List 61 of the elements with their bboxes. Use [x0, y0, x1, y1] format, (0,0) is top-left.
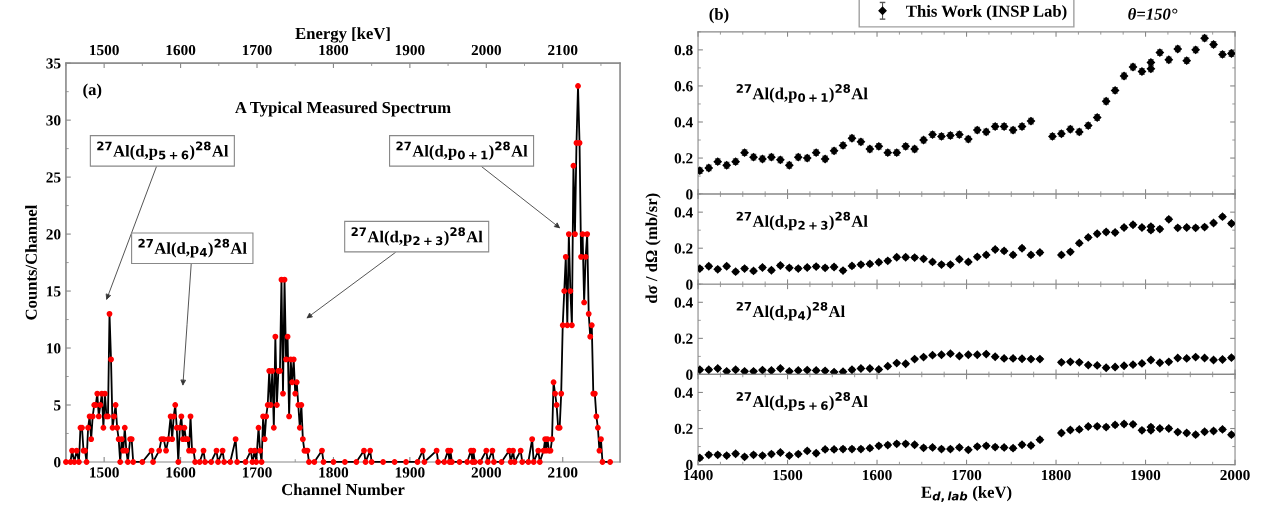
y-tick-label: 0.4 — [674, 297, 693, 308]
y-tick-label: 0.4 — [674, 117, 693, 128]
x-tick-label: 1800 — [1041, 469, 1071, 481]
x-tick-label: 2000 — [1220, 469, 1250, 481]
x2-axis-title: Energy [keV] — [295, 27, 390, 43]
x2-tick-label: 2100 — [548, 44, 578, 56]
annotation: $^{27}$Al(d,p$_{5+6}$)$^{28}$Al — [97, 141, 229, 161]
x-tick-label: 1400 — [683, 469, 713, 481]
text: $^{27}$Al(d,p$_{5+6}$)$^{28}$Al — [736, 392, 868, 411]
x-axis-title: E$_{d,lab}$ (keV) — [921, 486, 1012, 503]
text: A Typical Measured Spectrum — [235, 101, 451, 117]
annotation: $^{27}$Al(d,p$_{0+1}$)$^{28}$Al — [396, 141, 528, 161]
x2-tick-label: 1900 — [395, 44, 425, 56]
x2-tick-label: 2000 — [471, 44, 501, 56]
x-tick-label: 1500 — [773, 469, 803, 481]
y-tick-label: 20 — [46, 229, 61, 240]
annotation: $^{27}$Al(d,p$_{2+3}$)$^{28}$Al — [351, 227, 483, 246]
text: (b) — [709, 8, 729, 24]
y-tick-label: 5 — [54, 400, 61, 411]
text: $^{27}$Al(d,p$_{4}$)$^{28}$Al — [736, 301, 845, 321]
y-tick-label: 0.4 — [674, 387, 693, 398]
y-tick-label: 0 — [686, 459, 693, 471]
x2-tick-label: 1600 — [166, 44, 196, 56]
y-tick-label: 0.2 — [674, 153, 693, 164]
x-tick-label: 1900 — [395, 467, 425, 478]
y-tick-label: 0.2 — [674, 243, 693, 254]
y-tick-label: 35 — [46, 58, 61, 69]
y-tick-label: 0.6 — [674, 81, 693, 92]
y-tick-label: 0 — [686, 279, 693, 290]
y-axis-title: dσ / dΩ (mb/sr) — [645, 193, 661, 303]
text: θ=150° — [1128, 7, 1178, 20]
y-axis-title: Counts/Channel — [25, 204, 37, 320]
y-tick-label: 0.2 — [674, 333, 693, 344]
x-tick-label: 1600 — [862, 469, 892, 481]
x-tick-label: 1500 — [90, 467, 119, 478]
x-tick-label: 2000 — [471, 467, 501, 478]
x-tick-label: 1900 — [1131, 469, 1161, 481]
y-tick-label: 15 — [47, 286, 61, 297]
text: $^{27}$Al(d,p$_{2+3}$)$^{28}$Al — [736, 211, 868, 231]
annotation: (a) — [83, 83, 102, 99]
x2-tick-label: 1800 — [319, 44, 349, 56]
text: $^{27}$Al(d,p$_{0+1}$)$^{28}$Al — [736, 84, 868, 103]
x-tick-label: 1800 — [319, 467, 349, 478]
y-tick-label: 0.8 — [674, 45, 693, 56]
x-tick-label: 2100 — [548, 467, 578, 478]
y-tick-label: 0 — [686, 369, 693, 380]
x-axis-title: Channel Number — [282, 483, 405, 496]
legend-label: This Work (INSP Lab) — [906, 5, 1067, 21]
y-tick-label: 10 — [47, 343, 61, 354]
y-tick-label: 0 — [686, 189, 693, 200]
y-tick-label: 0.4 — [674, 207, 693, 218]
x-tick-label: 1700 — [952, 469, 982, 481]
y-tick-label: 25 — [46, 172, 61, 183]
y-tick-label: 0 — [54, 457, 61, 468]
x2-tick-label: 1500 — [90, 44, 119, 56]
x-tick-label: 1700 — [242, 467, 272, 478]
annotation: $^{27}$Al(d,p$_{4}$)$^{28}$Al — [138, 238, 247, 258]
y-tick-label: 30 — [46, 115, 61, 126]
y-tick-label: 0.2 — [674, 423, 693, 435]
x2-tick-label: 1700 — [242, 44, 272, 56]
x-tick-label: 1600 — [166, 467, 196, 478]
